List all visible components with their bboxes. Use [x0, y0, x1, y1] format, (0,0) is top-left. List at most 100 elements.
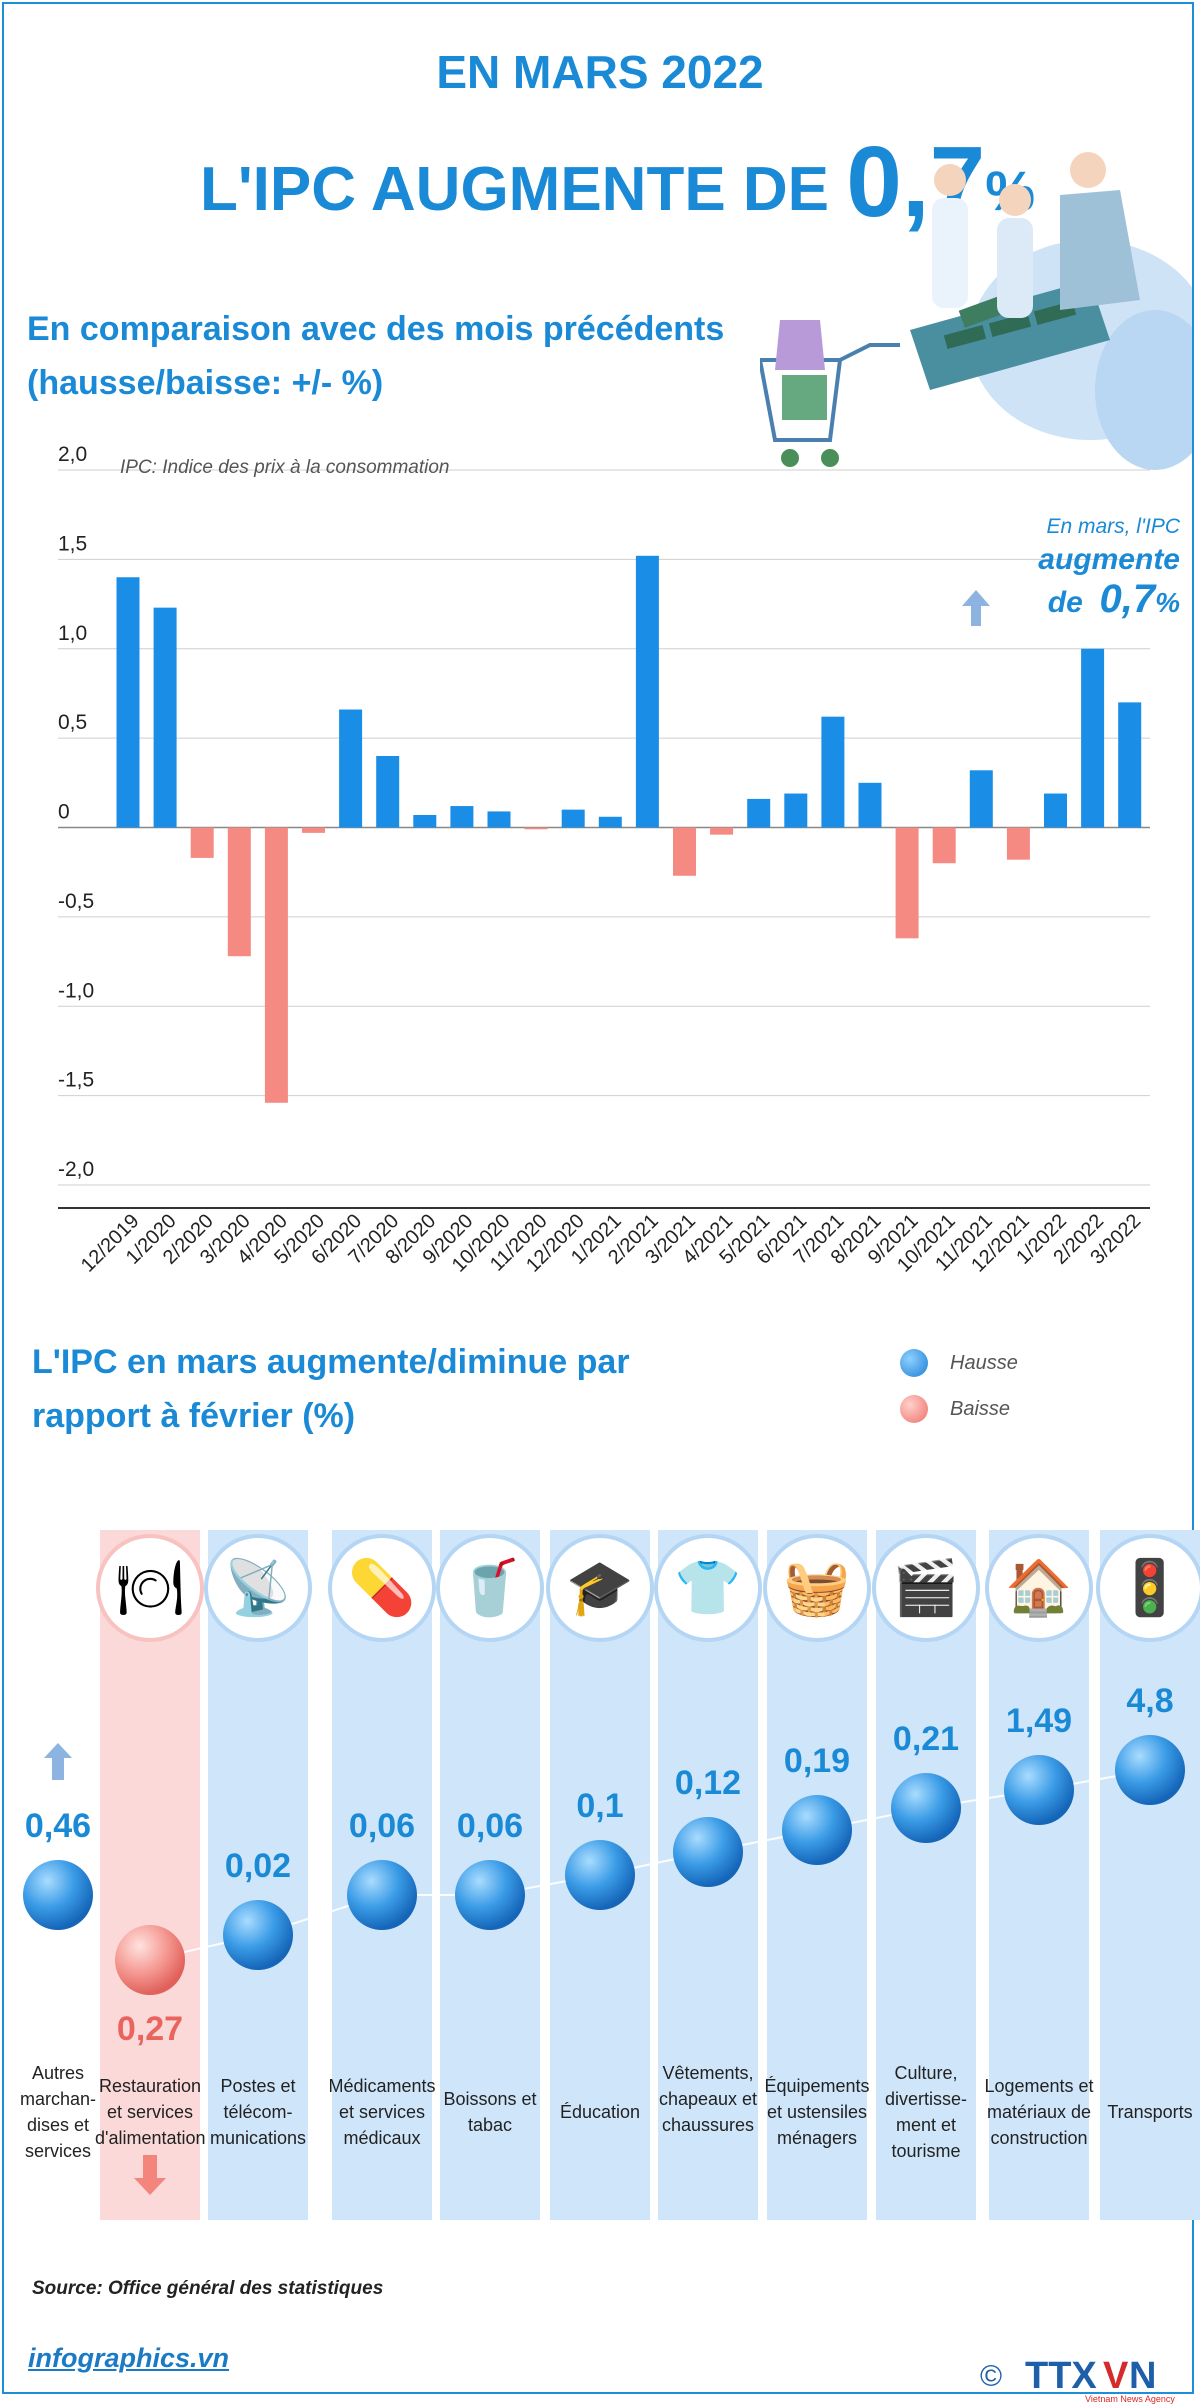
- y-tick-label: 0: [58, 801, 70, 824]
- bar: [302, 827, 325, 833]
- legend-label-down: Baisse: [950, 1397, 1011, 1420]
- svg-text:N: N: [1129, 2356, 1156, 2397]
- section2-title: L'IPC en mars augmente/diminue par rappo…: [32, 1335, 630, 1443]
- annotation-unit: %: [1155, 587, 1180, 618]
- value-marker: [23, 1860, 93, 1930]
- category-column: [100, 1530, 200, 2220]
- annotation-line3: de 0,7%: [960, 577, 1180, 622]
- bar: [673, 827, 696, 876]
- annotation-prefix: de: [1047, 586, 1083, 619]
- shopping-illustration: [760, 152, 1192, 470]
- category-label: Équipements et ustensiles ménagers: [764, 2076, 870, 2148]
- chart-subtitle: IPC: Indice des prix à la consommation: [120, 457, 450, 478]
- value-label: 0,02: [225, 1847, 291, 1885]
- bar: [710, 827, 734, 835]
- value-label: 0,21: [893, 1720, 959, 1758]
- monthly-cpi-bar-chart: 2,0 1,5 1,0 0,5 0 -0,5 -1,0 -1,5 -2,0 IPC: Indice…: [58, 443, 1150, 1277]
- value-marker: [1004, 1755, 1074, 1825]
- bar: [190, 827, 214, 858]
- y-tick-label: 0,5: [58, 711, 87, 734]
- copyright-symbol: ©: [980, 2360, 1003, 2393]
- washing-machine-icon: 🧺: [783, 1556, 850, 1619]
- value-label: 0,06: [457, 1807, 523, 1845]
- food-plate-icon: 🍽: [116, 1556, 185, 1619]
- category-column: [876, 1530, 976, 2220]
- category-column: [1100, 1530, 1200, 2220]
- category-icon-disc: [546, 1534, 654, 1642]
- section1-title-line2: (hausse/baisse: +/- %): [27, 364, 384, 402]
- bar: [116, 577, 140, 828]
- antenna-tower-icon: 📡: [224, 1553, 291, 1619]
- section2-title-line1: L'IPC en mars augmente/diminue par: [32, 1343, 630, 1381]
- category-icon-disc: [985, 1534, 1093, 1642]
- category-icon-disc: [436, 1534, 544, 1642]
- category-label: Transports: [1107, 2102, 1193, 2122]
- legend-dot-down: [900, 1395, 928, 1423]
- y-tick-label: -2,0: [58, 1158, 94, 1181]
- value-label: 0,46: [25, 1807, 91, 1845]
- bar: [264, 827, 288, 1103]
- category-icon-disc: [763, 1534, 871, 1642]
- bar: [895, 827, 919, 939]
- category-label: Postes et télécom-munications: [209, 2076, 307, 2148]
- bar: [339, 709, 363, 828]
- bar: [598, 816, 622, 828]
- category-icon-disc: [872, 1534, 980, 1642]
- house-icon: 🏠: [1005, 1556, 1072, 1619]
- category-label: Logements et matériaux de construction: [984, 2076, 1094, 2148]
- bar: [1044, 793, 1067, 828]
- category-icon-disc: [328, 1534, 436, 1642]
- value-label: 4,8: [1126, 1682, 1173, 1720]
- category-label: Vêtements, chapeaux et chaussures: [658, 2063, 758, 2135]
- bar: [227, 827, 251, 957]
- svg-text:V: V: [1103, 2356, 1129, 2397]
- category-column: [208, 1530, 308, 2220]
- bar: [487, 811, 511, 828]
- value-marker: [891, 1773, 961, 1843]
- category-label: Restauration et services d'alimentation: [95, 2076, 206, 2148]
- bar: [153, 607, 177, 828]
- legend-item-up: Hausse: [900, 1340, 1018, 1386]
- headline: L'IPC AUGMENTE DE 0,7%: [200, 125, 1035, 240]
- graduation-cap-icon: 🎓: [566, 1556, 633, 1619]
- bar: [376, 756, 400, 828]
- page-title: EN MARS 2022: [436, 46, 764, 98]
- value-marker: [347, 1860, 417, 1930]
- annotation-value: 0,7: [1099, 577, 1156, 621]
- category-cpi-chart: 🍽 📡 💊 🥤 🎓 👕 🧺 🎬 🏠 🚦 0,46 0,27 0,02 0,06 0,06 0,1 0,12 0,1…: [23, 1530, 1200, 2220]
- ttxvn-logo: TTX V N Vietnam News Agency: [1025, 2356, 1175, 2404]
- value-marker: [1115, 1735, 1185, 1805]
- category-label: Médicaments et services médicaux: [328, 2076, 436, 2148]
- medicine-pills-icon: 💊: [348, 1555, 415, 1620]
- value-marker: [782, 1795, 852, 1865]
- value-label: 0,19: [784, 1742, 850, 1780]
- value-label: 0,1: [576, 1787, 623, 1825]
- value-label: 1,49: [1006, 1702, 1072, 1740]
- category-column: [767, 1530, 867, 2220]
- y-tick-label: -1,0: [58, 979, 94, 1002]
- value-marker: [673, 1817, 743, 1887]
- bar: [450, 806, 474, 828]
- category-label: Autres marchan-dises et services: [19, 2063, 97, 2161]
- bar: [932, 827, 956, 864]
- value-marker: [115, 1925, 185, 1995]
- svg-text:Vietnam News Agency: Vietnam News Agency: [1085, 2394, 1175, 2404]
- value-marker: [455, 1860, 525, 1930]
- category-column: [989, 1530, 1089, 2220]
- category-label: Éducation: [559, 2102, 641, 2122]
- legend-label-up: Hausse: [950, 1351, 1018, 1374]
- y-tick-label: 1,5: [58, 532, 87, 555]
- legend-dot-up: [900, 1349, 928, 1377]
- up-arrow-icon: [962, 590, 990, 626]
- bar: [1081, 648, 1105, 828]
- bar: [524, 827, 548, 830]
- march-annotation: En mars, l'IPC augmente de 0,7%: [960, 515, 1180, 622]
- bar: [1006, 827, 1030, 860]
- footer-site-link[interactable]: infographics.vn: [28, 2343, 230, 2373]
- annotation-line1: En mars, l'IPC: [1046, 515, 1180, 538]
- y-tick-label: 2,0: [58, 443, 87, 466]
- category-label: Culture, divertisse-ment et tourisme: [884, 2063, 968, 2161]
- value-label: 0,27: [117, 2010, 183, 2048]
- clothes-shoes-icon: 👕: [674, 1556, 741, 1619]
